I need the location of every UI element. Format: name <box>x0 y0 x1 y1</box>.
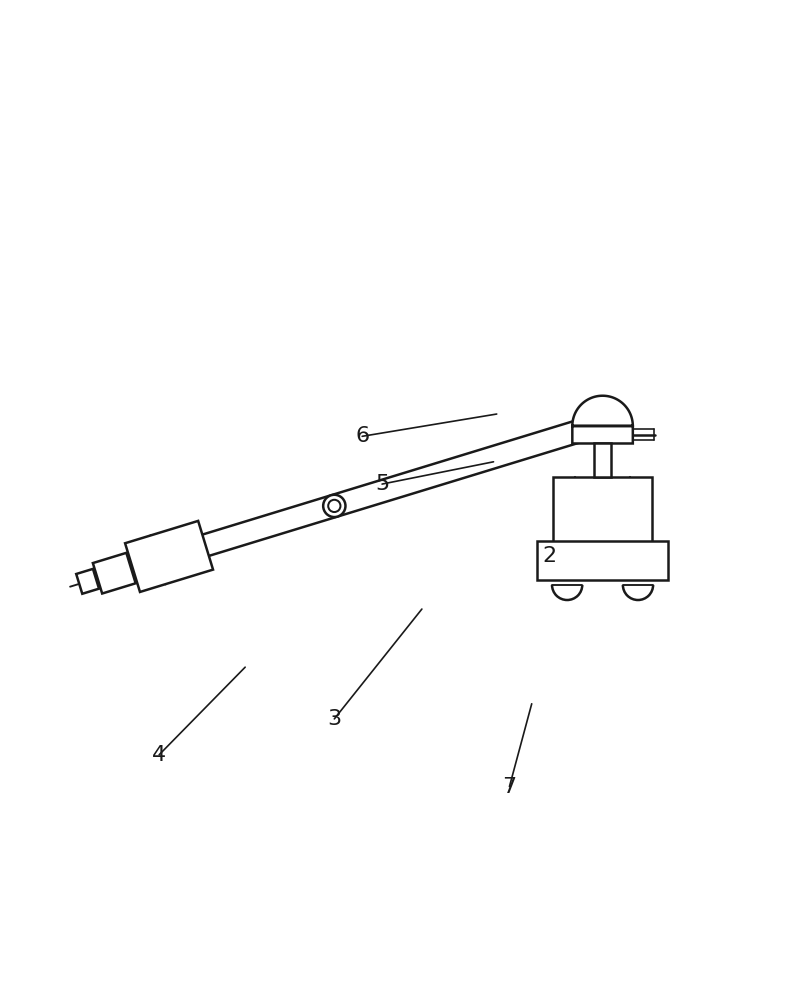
Polygon shape <box>76 569 99 594</box>
Text: 6: 6 <box>355 426 369 446</box>
Polygon shape <box>125 521 213 592</box>
Text: 5: 5 <box>375 474 389 494</box>
Polygon shape <box>168 414 604 567</box>
Text: 1: 1 <box>618 410 632 430</box>
Polygon shape <box>93 553 135 594</box>
Bar <box>594 443 611 477</box>
Bar <box>552 477 653 545</box>
Polygon shape <box>572 396 633 443</box>
Text: 4: 4 <box>152 745 166 765</box>
Circle shape <box>328 500 341 512</box>
Text: 2: 2 <box>542 546 556 566</box>
Circle shape <box>323 495 345 517</box>
Text: 7: 7 <box>502 777 517 797</box>
Text: 3: 3 <box>327 709 341 729</box>
Bar <box>537 541 669 580</box>
